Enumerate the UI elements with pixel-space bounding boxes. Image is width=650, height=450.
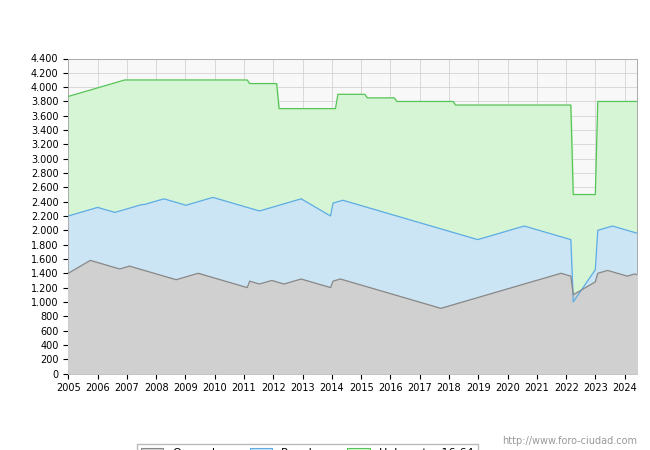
Legend: Ocupados, Parados, Hab. entre 16-64: Ocupados, Parados, Hab. entre 16-64 xyxy=(136,444,478,450)
Text: Prado del Rey - Evolucion de la poblacion en edad de Trabajar Mayo de 2024: Prado del Rey - Evolucion de la poblacio… xyxy=(69,18,581,31)
Text: http://www.foro-ciudad.com: http://www.foro-ciudad.com xyxy=(502,436,637,446)
